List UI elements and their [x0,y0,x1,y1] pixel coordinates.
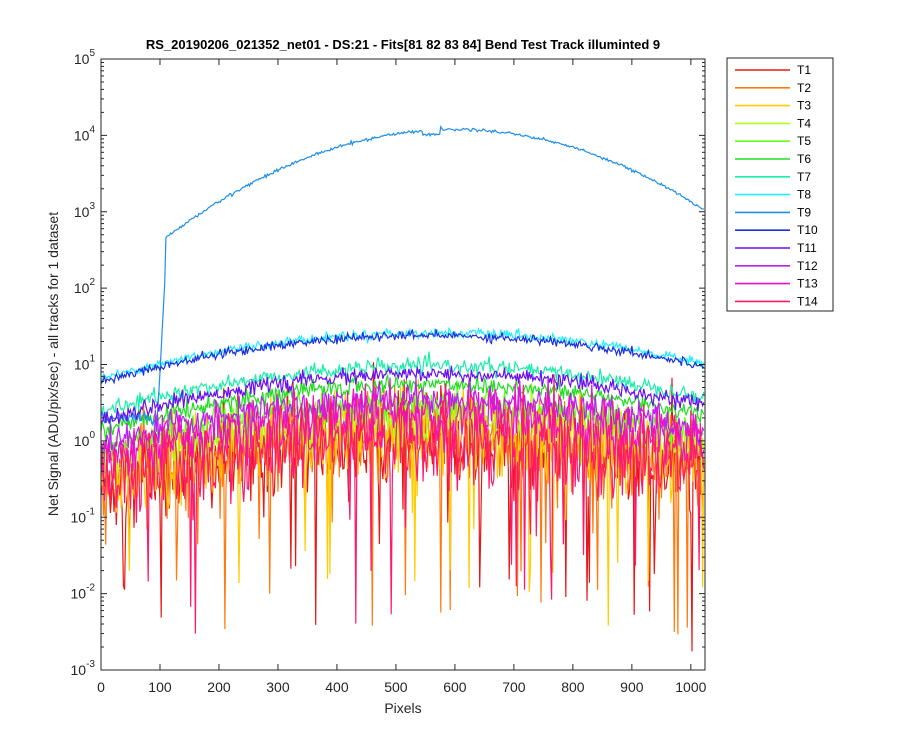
series-line-t3 [100,379,705,626]
legend-label-t8: T8 [797,188,811,202]
legend-label-t14: T14 [797,294,818,308]
legend-label-t12: T12 [797,259,818,273]
y-tick-label: 100 [74,430,96,449]
y-tick-label: 102 [74,277,96,296]
series-lines [100,124,705,652]
series-line-t10 [100,329,705,385]
x-tick-label: 800 [561,679,585,695]
x-tick-label: 400 [325,679,349,695]
x-tick-label: 0 [97,679,105,695]
legend-label-t7: T7 [797,170,811,184]
x-tick-label: 100 [148,679,172,695]
y-axis-label: Net Signal (ADU/pix/sec) - all tracks fo… [45,212,61,516]
y-tick-label: 103 [74,201,96,220]
series-line-t5 [100,380,704,461]
y-axis: 10-3 10-2 10-1 100 101 102 103 104 105 [71,48,705,678]
legend-label-t9: T9 [797,205,811,219]
legend-label-t1: T1 [797,63,811,77]
legend-label-t4: T4 [797,116,811,130]
x-tick-label: 1000 [675,679,706,695]
x-tick-label: 700 [502,679,526,695]
series-line-t7 [100,351,705,417]
y-tick-label: 10-3 [71,659,96,678]
x-tick-label: 600 [443,679,467,695]
legend-label-t6: T6 [797,152,811,166]
y-tick-label: 105 [74,48,96,67]
x-tick-label: 300 [266,679,290,695]
y-tick-label: 10-2 [71,583,96,602]
series-line-t11 [100,365,705,425]
x-tick-label: 500 [384,679,408,695]
series-line-t13 [100,377,705,484]
legend: T1 T2 T3 T4 T5 T6 T7 T8 T9 T10 T11 T12 T13 T14 [726,57,834,312]
series-line-t9 [100,124,704,427]
legend-box [726,57,834,312]
y-tick-label: 104 [74,124,96,143]
legend-label-t3: T3 [797,99,811,113]
legend-label-t2: T2 [797,81,811,95]
y-tick-label: 10-1 [71,506,96,525]
series-line-t14 [100,374,705,634]
x-tick-label: 900 [620,679,644,695]
legend-label-t13: T13 [797,277,818,291]
series-line-t6 [100,373,705,442]
legend-label-t11: T11 [797,241,817,255]
x-axis-label: Pixels [384,700,421,716]
legend-label-t5: T5 [797,134,811,148]
legend-label-t10: T10 [797,223,818,237]
x-tick-label: 200 [207,679,231,695]
chart-title: RS_20190206_021352_net01 - DS:21 - Fits[… [146,37,660,52]
y-tick-label: 101 [74,354,96,373]
